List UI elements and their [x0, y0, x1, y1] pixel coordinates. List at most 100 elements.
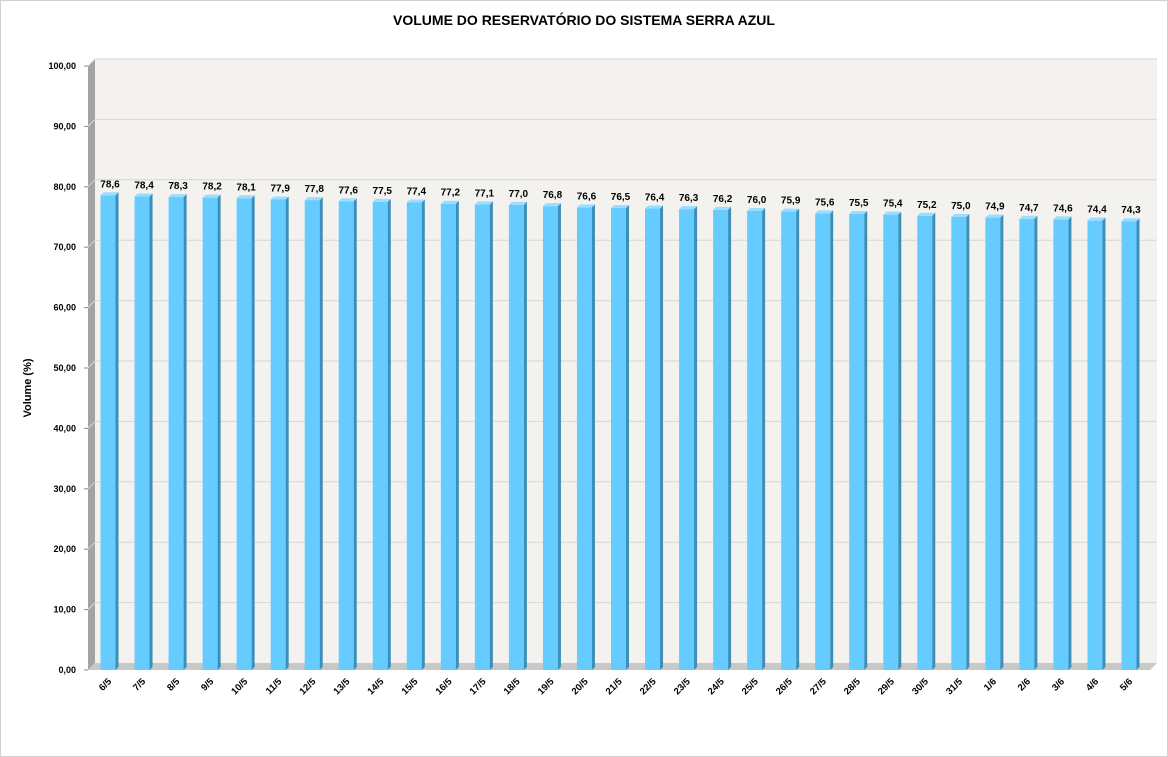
data-label: 74,7 [1019, 203, 1039, 214]
bar-side [353, 198, 357, 670]
x-tick-label: 16/5 [434, 676, 455, 697]
bar [270, 199, 286, 670]
bar-side [455, 200, 459, 670]
bar-side [591, 204, 595, 670]
bar-side [183, 194, 187, 670]
bar [781, 211, 797, 670]
data-label: 75,6 [815, 197, 835, 208]
x-tick-label: 6/5 [97, 676, 115, 694]
bar-top [440, 200, 459, 204]
bar [406, 202, 422, 670]
y-tick-label: 80,00 [53, 182, 76, 192]
data-label: 75,5 [849, 198, 869, 209]
gridline-side [87, 239, 96, 248]
x-tick-label: 26/5 [774, 676, 795, 697]
bar-side [660, 205, 664, 670]
bar-top [917, 212, 936, 216]
bar-top [1087, 217, 1106, 221]
bar [1121, 221, 1137, 670]
bar-side [251, 195, 255, 670]
bar-top [883, 211, 902, 215]
data-label: 78,4 [134, 180, 154, 191]
x-tick-label: 14/5 [366, 676, 387, 697]
x-tick-label: 8/5 [165, 676, 183, 694]
y-tick-label: 70,00 [53, 242, 76, 252]
bar-side [1068, 216, 1072, 670]
gridline-side [87, 119, 96, 127]
y-tick-label: 20,00 [53, 544, 76, 554]
x-tick-label: 27/5 [808, 676, 829, 697]
bar-side [864, 210, 868, 671]
data-label: 78,3 [168, 181, 188, 192]
x-tick-label: 15/5 [400, 676, 421, 697]
y-tick-label: 10,00 [53, 605, 76, 615]
data-label: 77,5 [373, 186, 393, 197]
gridline-side [87, 481, 96, 490]
bar-top [611, 204, 629, 208]
bar-top [270, 196, 289, 200]
bar-side [115, 192, 119, 671]
bar-top [202, 194, 221, 198]
x-tick-label: 23/5 [672, 676, 693, 697]
data-label: 76,5 [611, 192, 631, 203]
bar [815, 213, 831, 670]
x-tick-label: 5/6 [1118, 676, 1135, 693]
bar [951, 217, 967, 670]
bar-top [508, 201, 527, 205]
bar-top [713, 206, 732, 210]
data-label: 78,6 [100, 179, 120, 190]
data-label: 75,9 [781, 196, 801, 207]
bar [168, 197, 184, 670]
data-label: 76,0 [747, 195, 767, 206]
gridline-side [87, 421, 96, 429]
x-tick-label: 10/5 [229, 676, 250, 697]
gridline-side [87, 360, 96, 369]
x-tick-label: 28/5 [842, 676, 863, 697]
y-tick-label: 90,00 [53, 121, 76, 131]
y-tick-label: 30,00 [53, 484, 76, 494]
y-tick-label: 0,00 [58, 665, 76, 675]
bar-top [747, 207, 766, 211]
bar [917, 215, 933, 671]
data-label: 75,2 [917, 200, 937, 211]
x-tick-label: 19/5 [536, 676, 557, 697]
bar-top [372, 198, 391, 202]
bar-side [557, 203, 561, 671]
bar [440, 203, 456, 670]
bar-side [523, 201, 527, 671]
bar [202, 197, 218, 670]
bar [304, 200, 320, 670]
bar [849, 213, 865, 671]
bar-top [951, 214, 970, 217]
bar-side [1136, 218, 1140, 670]
x-tick-label: 18/5 [502, 676, 523, 697]
x-tick-label: 7/5 [131, 676, 149, 694]
bar-top [474, 201, 493, 205]
bar-side [1000, 214, 1004, 670]
x-tick-label: 9/5 [199, 676, 217, 694]
bar-side [898, 211, 902, 671]
data-label: 76,3 [679, 193, 699, 204]
bar-side [1034, 215, 1038, 670]
x-tick-label: 22/5 [638, 676, 659, 697]
data-label: 74,9 [985, 202, 1005, 213]
x-tick-label: 13/5 [332, 676, 353, 697]
bar [474, 204, 490, 671]
bar-top [100, 192, 119, 196]
x-tick-label: 4/6 [1084, 676, 1101, 693]
gridline-side [87, 541, 96, 550]
data-label: 78,1 [236, 182, 256, 193]
bar [576, 207, 592, 670]
bar-top [168, 194, 187, 198]
bar [883, 214, 899, 671]
bar [338, 201, 354, 670]
bar [542, 206, 558, 671]
data-label: 77,9 [270, 183, 290, 194]
gridline-side [87, 602, 96, 610]
x-tick-label: 24/5 [706, 676, 727, 697]
bar-top [781, 208, 800, 212]
bar-top [304, 197, 323, 201]
bar [985, 217, 1001, 670]
bar [747, 210, 763, 670]
gridline-side [87, 58, 96, 67]
